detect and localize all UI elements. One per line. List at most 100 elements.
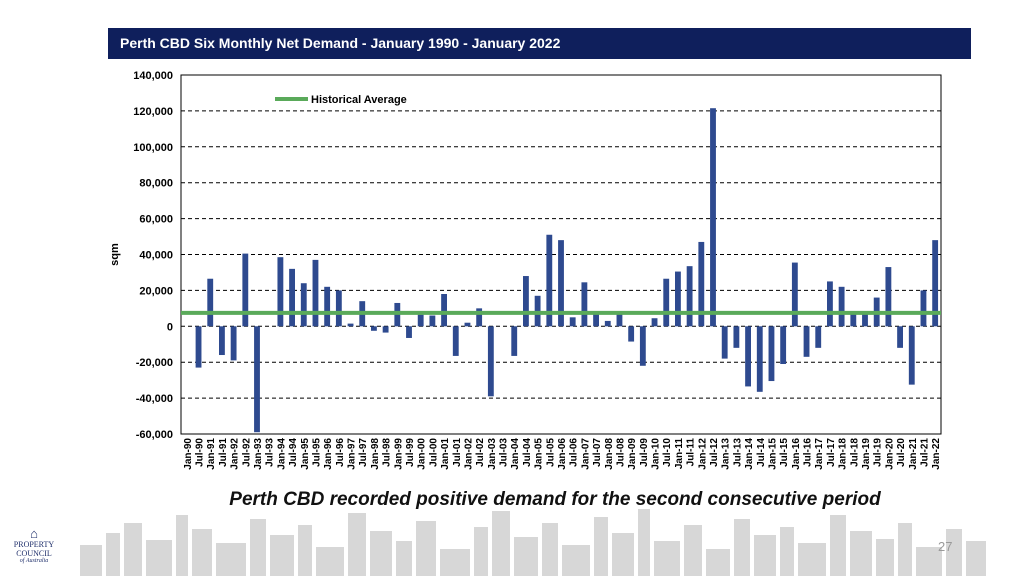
bar-jan-15 [768, 326, 775, 382]
bar-jan-91 [207, 278, 214, 327]
bar-jan-22 [932, 240, 939, 327]
x-tick-label: Jul-11 [686, 438, 697, 467]
x-tick-label: Jul-05 [545, 438, 556, 467]
bar-jan-98 [371, 326, 377, 331]
x-tick-label: Jul-97 [358, 438, 369, 467]
bar-jan-18 [838, 286, 845, 327]
bar-jan-16 [791, 262, 798, 327]
y-tick-label: 20,000 [139, 285, 173, 297]
bar-jan-17 [815, 326, 822, 348]
x-tick-label: Jan-94 [276, 438, 287, 470]
bar-jan-02 [464, 322, 471, 327]
bar-jan-11 [675, 271, 681, 327]
x-tick-label: Jul-21 [919, 438, 930, 467]
y-tick-label: 0 [167, 321, 173, 333]
x-tick-label: Jul-07 [592, 438, 603, 467]
x-tick-label: Jul-93 [265, 438, 276, 467]
bar-jul-10 [663, 278, 670, 327]
x-tick-label: Jan-11 [674, 438, 685, 470]
x-tick-label: Jan-10 [651, 438, 662, 470]
bar-jan-95 [300, 283, 307, 327]
x-tick-label: Jul-90 [195, 438, 206, 467]
bar-jul-09 [639, 326, 646, 366]
bar-jan-07 [581, 282, 588, 327]
x-tick-label: Jan-09 [627, 438, 638, 470]
bar-jan-13 [721, 326, 728, 359]
x-tick-label: Jan-96 [323, 438, 334, 470]
bar-jan-12 [698, 241, 705, 327]
x-tick-label: Jul-19 [873, 438, 884, 467]
building-icon: ⌂ [30, 526, 38, 541]
bar-jul-12 [710, 108, 716, 327]
bar-jan-00 [417, 314, 424, 327]
x-tick-label: Jan-13 [721, 438, 732, 470]
bar-jul-21 [920, 290, 927, 327]
y-tick-label: 100,000 [133, 142, 173, 154]
x-tick-label: Jan-93 [253, 438, 264, 470]
bar-jan-94 [277, 257, 284, 327]
property-council-logo: ⌂ PROPERTY COUNCIL of Australia [2, 526, 66, 565]
x-tick-label: Jan-00 [417, 438, 428, 470]
x-tick-label: Jul-20 [896, 438, 907, 467]
x-tick-label: Jan-92 [230, 438, 241, 470]
bar-jan-09 [628, 326, 635, 342]
bar-jul-18 [850, 313, 857, 327]
slide-title-bar: Perth CBD Six Monthly Net Demand - Janua… [108, 28, 971, 59]
x-tick-label: Jul-09 [639, 438, 650, 467]
y-tick-label: 80,000 [139, 178, 173, 190]
bar-jul-13 [733, 326, 740, 348]
bar-jul-01 [452, 326, 459, 356]
x-tick-label: Jul-16 [803, 438, 814, 467]
y-tick-label: -20,000 [136, 357, 173, 369]
bar-jul-91 [219, 326, 225, 356]
bar-jul-90 [195, 326, 202, 368]
x-tick-label: Jul-00 [428, 438, 439, 467]
x-tick-label: Jul-04 [522, 438, 533, 467]
x-tick-label: Jan-04 [510, 438, 521, 470]
bar-jul-98 [382, 326, 389, 333]
bar-jul-17 [827, 281, 833, 327]
slide-title: Perth CBD Six Monthly Net Demand - Janua… [120, 35, 561, 51]
y-tick-label: 140,000 [133, 70, 173, 82]
x-tick-label: Jan-16 [791, 438, 802, 470]
x-tick-label: Jan-95 [300, 438, 311, 470]
legend-label: Historical Average [311, 94, 407, 106]
x-tick-label: Jul-12 [709, 438, 720, 467]
x-tick-label: Jul-08 [615, 438, 626, 467]
x-tick-label: Jul-96 [335, 438, 346, 467]
x-tick-label: Jan-03 [487, 438, 498, 470]
bar-jan-04 [511, 326, 518, 356]
bar-jan-01 [441, 293, 447, 327]
x-tick-label: Jan-91 [206, 438, 217, 470]
y-tick-label: 120,000 [133, 106, 173, 118]
x-tick-label: Jul-01 [452, 438, 463, 467]
bar-jul-15 [780, 326, 787, 364]
city-skyline-graphic [80, 509, 986, 576]
x-tick-label: Jul-14 [756, 438, 767, 467]
x-tick-label: Jan-02 [463, 438, 474, 470]
bar-jul-05 [546, 234, 553, 327]
page-number: 27 [938, 539, 953, 554]
x-tick-label: Jan-17 [814, 438, 825, 470]
bar-jan-10 [651, 318, 658, 327]
x-tick-label: Jan-18 [838, 438, 849, 470]
bar-jan-08 [604, 320, 611, 327]
slide-caption: Perth CBD recorded positive demand for t… [229, 489, 881, 510]
x-tick-label: Jan-22 [931, 438, 942, 470]
x-tick-label: Jul-99 [405, 438, 416, 467]
x-tick-label: Jan-15 [767, 438, 778, 470]
x-tick-label: Jul-91 [218, 438, 229, 467]
bar-jul-94 [289, 268, 295, 327]
bar-jul-20 [897, 326, 903, 348]
x-tick-label: Jan-99 [393, 438, 404, 470]
bar-jan-93 [254, 326, 260, 433]
bar-jan-92 [230, 326, 237, 361]
bar-jan-97 [347, 323, 354, 327]
x-tick-label: Jul-92 [241, 438, 252, 467]
bar-jan-96 [324, 286, 331, 327]
bar-jul-08 [616, 312, 623, 327]
x-tick-label: Jan-90 [183, 438, 194, 470]
y-axis-label: sqm [109, 243, 121, 266]
x-tick-label: Jan-08 [604, 438, 615, 470]
x-tick-label: Jul-98 [382, 438, 393, 467]
